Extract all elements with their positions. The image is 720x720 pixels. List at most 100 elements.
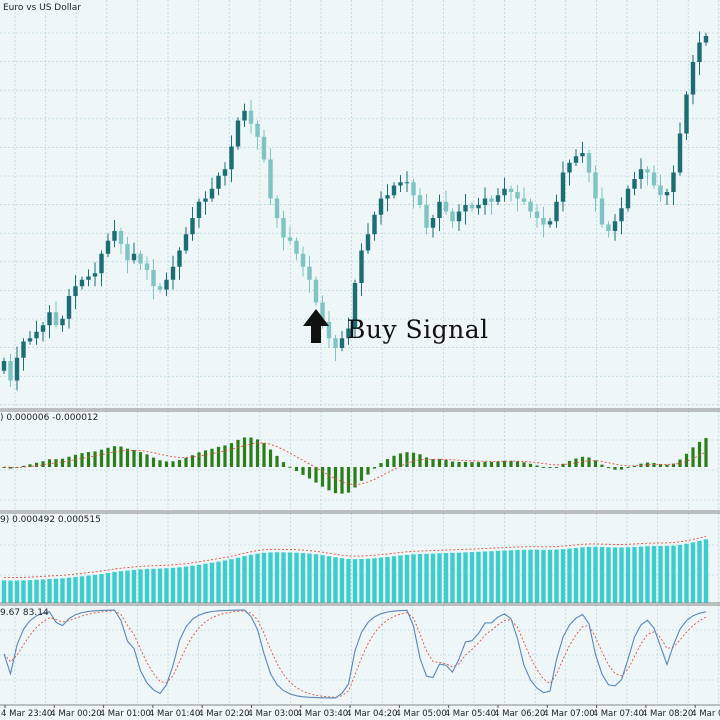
macd-bar	[359, 467, 364, 481]
osma-bar	[593, 546, 598, 603]
osma-bar	[625, 547, 631, 603]
osma-bar	[313, 554, 319, 603]
osma-bar	[131, 569, 137, 603]
macd-bar	[502, 460, 507, 467]
candle	[209, 188, 215, 199]
candle	[14, 357, 20, 381]
macd-bar	[132, 449, 136, 467]
candle	[645, 169, 650, 173]
macd-bar	[366, 467, 370, 475]
macd-bar	[275, 455, 279, 467]
osma-bar	[209, 562, 215, 603]
macd-bar	[60, 458, 65, 467]
stoch-pane[interactable]	[3, 609, 707, 699]
candle	[248, 110, 254, 124]
candle	[170, 266, 176, 280]
candle	[216, 175, 221, 189]
osma-bar	[118, 571, 124, 603]
candle	[677, 133, 683, 173]
macd-bar	[236, 439, 240, 467]
osma-bar	[14, 580, 20, 603]
time-label: 4 Mar 08:20	[642, 709, 693, 719]
macd-bar	[496, 461, 500, 467]
candle	[53, 312, 59, 326]
osma-bar	[216, 561, 221, 603]
macd-bar	[177, 459, 182, 467]
candle	[391, 185, 397, 196]
candle	[482, 198, 488, 205]
osma-bar	[437, 553, 442, 603]
macd-bar	[93, 451, 97, 467]
candle	[47, 312, 52, 326]
time-label: 4 Mar 02:20	[198, 709, 249, 719]
osma-bar	[248, 554, 254, 603]
macd-bar	[197, 452, 201, 467]
osma-bar	[177, 567, 182, 603]
macd-bar	[652, 462, 656, 467]
candle	[281, 218, 286, 238]
osma-bar	[40, 579, 46, 603]
candle	[27, 338, 33, 342]
macd-bar	[216, 446, 221, 467]
osma-bar	[378, 557, 384, 603]
macd-bars	[2, 437, 708, 494]
macd-bar	[645, 462, 650, 467]
macd-bar	[34, 462, 39, 467]
macd-bar	[242, 437, 247, 467]
time-label: 4 Mar 07:40	[593, 709, 644, 719]
candle	[430, 218, 436, 228]
candle	[398, 182, 403, 186]
time-label: 4 Mar 01:40	[149, 709, 200, 719]
osma-bar	[541, 549, 546, 603]
candle	[229, 146, 234, 170]
candle	[274, 198, 280, 218]
osma-bar	[495, 550, 501, 603]
candle	[118, 231, 124, 244]
macd-bar	[470, 462, 474, 467]
macd-bar	[600, 464, 604, 467]
buy-signal-annotation[interactable]: Buy Signal	[303, 309, 489, 344]
candle	[183, 234, 189, 251]
osma-bar	[463, 552, 468, 603]
macd-bar	[515, 461, 520, 467]
candle	[144, 263, 150, 270]
candle	[21, 341, 26, 358]
time-label: 4 Mar 04:20	[346, 709, 397, 719]
osma-bar	[1, 580, 7, 603]
candle	[573, 156, 579, 163]
macd-bar	[691, 447, 695, 467]
time-label: 4 Mar 07:00	[543, 709, 594, 719]
osma-bar	[242, 556, 247, 603]
macd-bar	[385, 459, 390, 467]
candle	[151, 270, 156, 287]
macd-bar	[398, 453, 403, 467]
osma-bar	[320, 555, 325, 603]
macd-bar	[509, 460, 513, 467]
candle	[131, 253, 137, 261]
osma-bar	[547, 549, 553, 603]
osma-bar	[229, 559, 234, 603]
candle	[300, 253, 306, 267]
time-label: 4 Mar 09:00	[691, 709, 720, 719]
candle	[469, 205, 475, 209]
macd-bar	[320, 467, 325, 487]
candle	[287, 237, 293, 241]
osma-bar	[300, 553, 306, 603]
macd-bar	[658, 464, 663, 467]
macd-bar	[255, 439, 260, 467]
osma-bar	[268, 552, 273, 603]
macd-bar	[632, 465, 637, 467]
candle	[333, 338, 338, 348]
macd-bar	[593, 460, 598, 467]
price-pane[interactable]	[1, 31, 709, 391]
candle	[313, 279, 319, 303]
candle	[638, 169, 644, 179]
osma-bar	[580, 547, 585, 603]
osma-pane[interactable]	[1, 535, 709, 603]
macd-bar	[138, 452, 143, 467]
macd-pane[interactable]	[2, 437, 708, 494]
macd-bar	[424, 457, 429, 467]
candle	[619, 208, 624, 222]
candle	[612, 221, 618, 231]
